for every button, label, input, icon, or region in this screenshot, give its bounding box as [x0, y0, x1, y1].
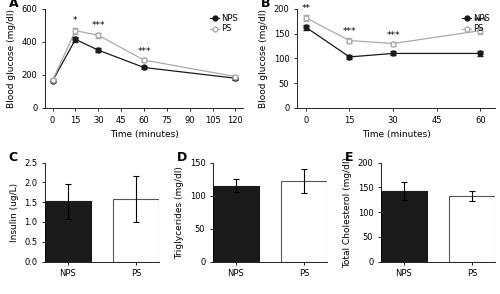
- Bar: [450, 196, 495, 262]
- Bar: [282, 181, 327, 262]
- Y-axis label: Blood glucose (mg/dl): Blood glucose (mg/dl): [259, 9, 268, 108]
- Text: ***: ***: [386, 31, 400, 40]
- Text: D: D: [176, 151, 187, 163]
- Bar: [213, 186, 258, 262]
- Legend: NPS, PS: NPS, PS: [210, 13, 239, 34]
- Text: A: A: [10, 0, 19, 10]
- Bar: [114, 199, 159, 262]
- Y-axis label: Triglycerides (mg/dl): Triglycerides (mg/dl): [175, 166, 184, 258]
- Text: ***: ***: [342, 27, 356, 36]
- Legend: NPS, PS: NPS, PS: [462, 13, 491, 34]
- X-axis label: Time (minutes): Time (minutes): [110, 130, 178, 139]
- X-axis label: Time (minutes): Time (minutes): [362, 130, 430, 139]
- Y-axis label: Blood glucose (mg/dl): Blood glucose (mg/dl): [7, 9, 16, 108]
- Text: E: E: [344, 151, 353, 163]
- Bar: [381, 191, 426, 262]
- Text: C: C: [8, 151, 18, 163]
- Y-axis label: Insulin (ug/L): Insulin (ug/L): [10, 183, 18, 242]
- Text: ***: ***: [137, 46, 151, 56]
- Bar: [45, 201, 90, 262]
- Text: ***: ***: [92, 21, 105, 30]
- Text: B: B: [262, 0, 271, 10]
- Text: *: *: [73, 16, 78, 25]
- Text: **: **: [301, 4, 310, 13]
- Text: ***: ***: [474, 17, 487, 26]
- Y-axis label: Total Cholesterol (mg/dl): Total Cholesterol (mg/dl): [343, 157, 352, 268]
